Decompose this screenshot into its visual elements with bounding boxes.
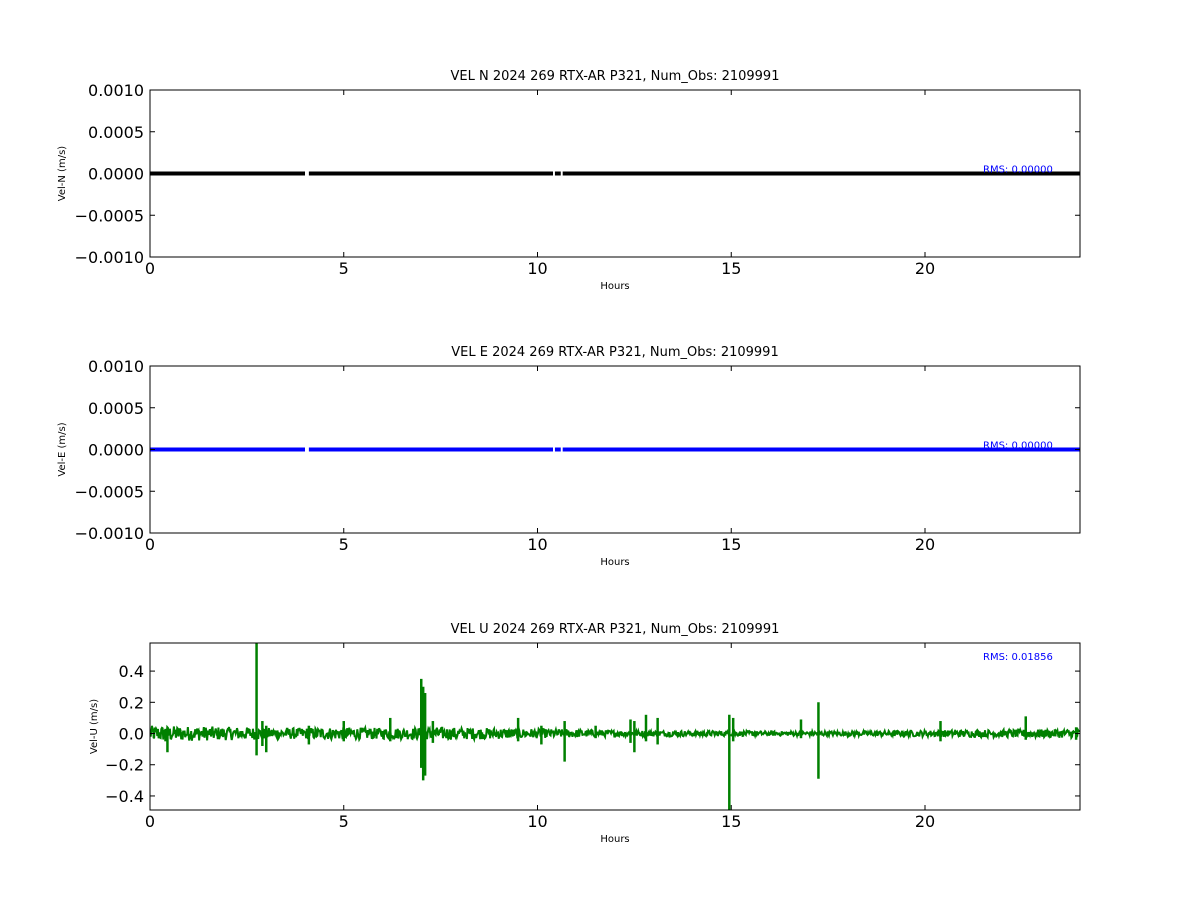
x-tick-label: 0 <box>145 259 155 278</box>
x-tick-label: 10 <box>527 535 547 554</box>
axes-frame <box>149 642 1081 811</box>
x-tick-label: 10 <box>527 259 547 278</box>
vel-u-series <box>150 724 1080 744</box>
y-tick-label: 0.0005 <box>88 123 144 142</box>
x-tick-label: 20 <box>915 812 935 831</box>
x-tick-label: 0 <box>145 812 155 831</box>
y-tick-label: −0.4 <box>105 787 144 806</box>
y-tick-label: 0.4 <box>119 662 144 681</box>
chart-title: VEL E 2024 269 RTX-AR P321, Num_Obs: 210… <box>451 345 778 360</box>
chart-title: VEL U 2024 269 RTX-AR P321, Num_Obs: 210… <box>451 622 780 637</box>
y-tick-label: 0.2 <box>119 693 144 712</box>
chart-panel-3: 0 5 10 15 20 0.4 0.2 0.0 −0.2 −0.4 VEL U 2024 269 … <box>89 622 1081 845</box>
x-tick-label: 15 <box>721 535 741 554</box>
y-tick-label: 0.0005 <box>88 399 144 418</box>
plot-area <box>150 643 1080 810</box>
x-tick-label: 5 <box>339 259 349 278</box>
x-tick-label: 20 <box>915 535 935 554</box>
y-tick-label: −0.0005 <box>75 206 144 225</box>
x-axis-label: Hours <box>600 281 629 292</box>
x-tick-label: 5 <box>339 535 349 554</box>
y-tick-label: 0.0 <box>119 725 144 744</box>
chart-panel-2: 0 5 10 15 20 0.0010 0.0005 0.0000 −0.0005 −0.0010… <box>57 345 1081 568</box>
x-tick-label: 5 <box>339 812 349 831</box>
y-axis-label: Vel-E (m/s) <box>57 422 68 476</box>
chart-panel-1: 0 5 10 15 20 0.0010 0.0005 0.0000 −0.0005 −0.0010… <box>57 69 1081 292</box>
y-axis-label: Vel-U (m/s) <box>89 699 100 754</box>
x-tick-label: 10 <box>527 812 547 831</box>
rms-annotation: RMS: 0.00000 <box>983 165 1053 176</box>
y-tick-label: −0.2 <box>105 756 144 775</box>
x-tick-label: 15 <box>721 812 741 831</box>
x-tick-label: 15 <box>721 259 741 278</box>
y-tick-label: 0.0000 <box>88 165 144 184</box>
chart-title: VEL N 2024 269 RTX-AR P321, Num_Obs: 210… <box>451 69 780 84</box>
rms-annotation: RMS: 0.00000 <box>983 441 1053 452</box>
y-tick-label: 0.0000 <box>88 441 144 460</box>
y-tick-label: −0.0010 <box>75 248 144 267</box>
y-axis-label: Vel-N (m/s) <box>57 146 68 201</box>
y-tick-label: −0.0005 <box>75 482 144 501</box>
x-axis-label: Hours <box>600 557 629 568</box>
x-tick-label: 20 <box>915 259 935 278</box>
x-axis-label: Hours <box>600 834 629 845</box>
x-tick-label: 0 <box>145 535 155 554</box>
rms-annotation: RMS: 0.01856 <box>983 652 1053 663</box>
y-tick-label: −0.0010 <box>75 524 144 543</box>
y-tick-label: 0.0010 <box>88 81 144 100</box>
y-tick-label: 0.0010 <box>88 357 144 376</box>
